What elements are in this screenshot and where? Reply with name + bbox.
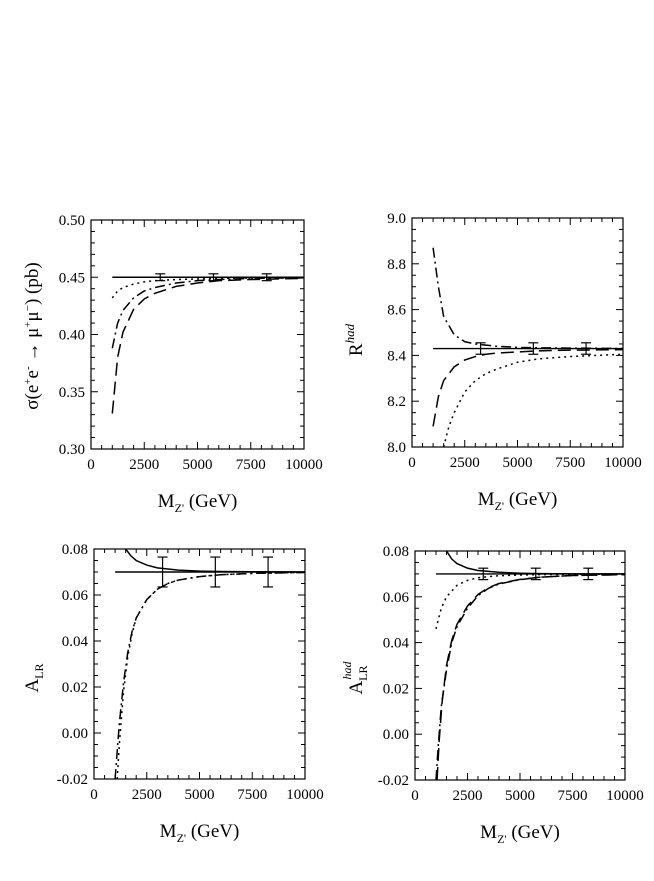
y-tick-label: 0.40 (59, 328, 85, 344)
error-bar (210, 556, 221, 588)
y-tick-label: 8.8 (387, 257, 406, 273)
x-tick-label: 2500 (450, 455, 480, 471)
x-tick-label: 5000 (185, 787, 215, 803)
series-dotted (111, 277, 304, 299)
x-tick-label: 5000 (503, 455, 533, 471)
y-tick-label: 8.2 (387, 394, 406, 410)
y-axis-title: Rhad (342, 323, 367, 356)
y-tick-label: -0.02 (378, 773, 409, 789)
series-dotted (116, 571, 305, 779)
panel-alr: 0 2500 5000 7500 10000 -0.02 0.00 0.02 0.04 0.06 0… (22, 542, 324, 845)
x-tick-label: 2500 (132, 787, 162, 803)
x-tick-label: 7500 (236, 457, 266, 473)
plot-area (435, 551, 625, 780)
error-bar (155, 273, 166, 282)
error-bar (263, 556, 274, 588)
error-bar (475, 342, 486, 355)
y-tick-label: 8.6 (387, 303, 406, 319)
error-bar (261, 273, 272, 282)
panel-alr-had: 0 2500 5000 7500 10000 -0.02 0.00 0.02 0.04 0.06 0… (340, 544, 644, 846)
plot-area (111, 276, 304, 414)
x-tick-label: 5000 (505, 788, 535, 804)
x-tick-label: 10000 (285, 457, 323, 473)
y-tick-label: 0.45 (59, 270, 85, 286)
series-dash-dot (435, 573, 625, 780)
x-tick-label: 0 (90, 787, 98, 803)
y-axis-title: ALRhad (340, 660, 370, 694)
x-tick-label: 10000 (286, 787, 324, 803)
y-tick-label: 8.4 (387, 348, 406, 364)
y-tick-label: 0.00 (383, 727, 409, 743)
x-tick-label: 2500 (453, 788, 483, 804)
panel-sigma: 0 2500 5000 7500 10000 0.30 0.35 0.40 0.45 0.50 MZ… (22, 213, 323, 515)
y-tick-label: 0.02 (62, 680, 88, 696)
x-axis-title: MZ' (GeV) (478, 489, 558, 513)
y-tick-label: 0.06 (383, 590, 410, 606)
y-axis-title: ALR (22, 663, 46, 692)
series-long-dash (432, 348, 623, 427)
y-tick-label: 0.35 (59, 385, 85, 401)
error-bar (157, 556, 168, 588)
y-tick-label: 0.02 (383, 681, 409, 697)
y-tick-label: 0.50 (59, 213, 85, 229)
error-bar (530, 567, 541, 581)
series-solid (125, 549, 305, 573)
y-tick-label: 0.06 (62, 588, 89, 604)
y-tick-label: 0.04 (383, 636, 410, 652)
error-bar (581, 342, 592, 355)
series-dash-dot (111, 277, 304, 349)
y-tick-label: 9.0 (387, 211, 406, 227)
y-tick-label: 8.0 (387, 440, 406, 456)
y-tick-label: 0.08 (383, 544, 409, 560)
x-tick-label: 0 (87, 457, 95, 473)
x-tick-label: 0 (411, 788, 419, 804)
x-axis-title: MZ' (GeV) (160, 821, 240, 845)
y-axis-title: σ(e+e- → μ+μ−) (pb) (22, 262, 43, 409)
error-bar (528, 342, 539, 355)
y-tick-label: 0.08 (62, 542, 88, 558)
x-tick-label: 10000 (604, 455, 642, 471)
error-bar (478, 567, 489, 581)
error-bar (583, 567, 594, 581)
x-tick-label: 2500 (129, 457, 159, 473)
x-tick-label: 10000 (606, 788, 644, 804)
x-axis-title: MZ' (GeV) (480, 822, 560, 846)
plot-area (114, 549, 305, 779)
y-tick-label: -0.02 (57, 772, 88, 788)
x-tick-label: 5000 (183, 457, 213, 473)
x-axis-title: MZ' (GeV) (158, 491, 238, 515)
plot-area (432, 247, 623, 447)
x-tick-label: 7500 (555, 455, 585, 471)
error-bar (208, 273, 219, 282)
y-tick-label: 0.00 (62, 726, 88, 742)
y-tick-label: 0.04 (62, 634, 89, 650)
y-tick-label: 0.30 (59, 442, 85, 458)
x-tick-label: 0 (408, 455, 416, 471)
series-dash-dot (432, 247, 623, 350)
series-dash-dot (114, 571, 305, 779)
series-dotted (442, 353, 623, 447)
series-long-dash (436, 573, 625, 780)
x-tick-label: 7500 (237, 787, 267, 803)
x-tick-label: 7500 (558, 788, 588, 804)
series-dotted (435, 573, 625, 630)
plot-frame (411, 217, 624, 448)
series-long-dash (111, 277, 304, 414)
panel-rhad: 0 2500 5000 7500 10000 8.0 8.2 8.4 8.6 8.8 9.0 MZ' … (342, 211, 642, 513)
